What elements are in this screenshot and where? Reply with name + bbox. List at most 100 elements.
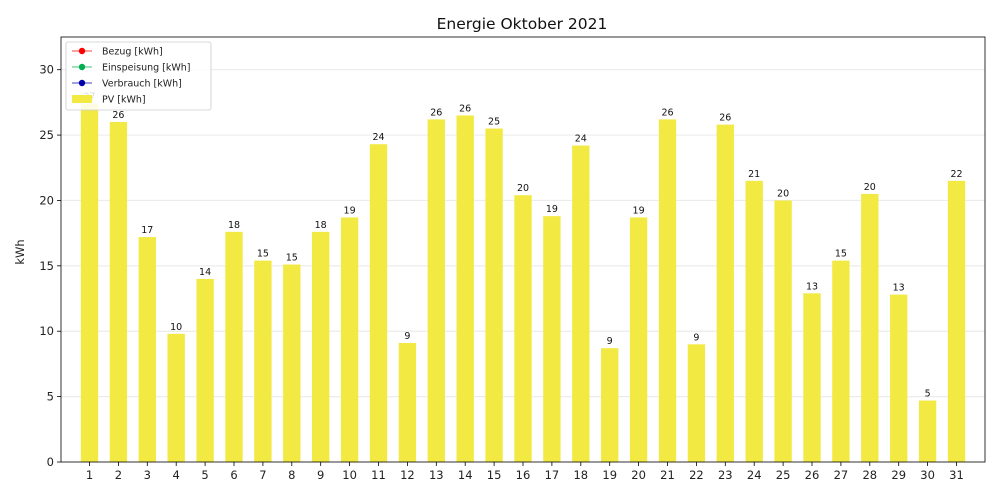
data-label: 9 <box>404 331 410 342</box>
y-tick-label: 20 <box>39 193 54 207</box>
x-tick-label: 29 <box>891 468 906 482</box>
legend-marker <box>78 79 86 87</box>
bar <box>658 119 677 462</box>
bar <box>629 217 648 462</box>
bar <box>572 145 590 463</box>
x-tick-label: 20 <box>631 468 646 482</box>
bar <box>687 344 706 462</box>
bar <box>254 260 272 462</box>
x-tick-label: 27 <box>834 468 849 482</box>
x-tick-label: 6 <box>230 468 237 482</box>
bar <box>427 119 445 462</box>
bar <box>803 293 821 462</box>
data-label: 15 <box>257 249 269 260</box>
bar <box>196 278 214 462</box>
bar <box>283 264 301 462</box>
legend-swatch <box>72 95 92 103</box>
data-label: 18 <box>315 220 327 231</box>
x-tick-label: 9 <box>317 468 324 482</box>
legend-label: Bezug [kWh] <box>102 47 163 58</box>
x-tick-label: 26 <box>805 468 820 482</box>
data-label: 13 <box>893 283 905 294</box>
data-label: 9 <box>607 336 613 347</box>
x-tick-label: 25 <box>776 468 791 482</box>
x-tick-label: 30 <box>920 468 935 482</box>
x-tick-label: 17 <box>545 468 560 482</box>
y-tick-label: 10 <box>39 324 54 338</box>
bar <box>80 103 99 462</box>
data-label: 15 <box>286 253 298 264</box>
bar <box>138 237 156 462</box>
data-label: 26 <box>719 113 731 124</box>
x-tick-label: 8 <box>288 468 295 482</box>
data-label: 19 <box>344 205 356 216</box>
x-tick-label: 31 <box>949 468 964 482</box>
x-tick-label: 5 <box>201 468 208 482</box>
bar <box>601 348 619 462</box>
x-tick-label: 19 <box>602 468 617 482</box>
y-tick-label: 25 <box>39 128 54 142</box>
bar <box>716 124 734 462</box>
data-label: 20 <box>517 183 529 194</box>
bar <box>543 216 561 462</box>
data-label: 9 <box>693 332 699 343</box>
data-label: 21 <box>748 169 760 180</box>
x-tick-label: 1 <box>86 468 93 482</box>
bar <box>109 122 128 462</box>
bar <box>514 195 532 462</box>
x-tick-label: 22 <box>689 468 704 482</box>
x-tick-label: 10 <box>342 468 357 482</box>
data-label: 14 <box>199 267 211 278</box>
plot-frame <box>60 36 986 463</box>
data-label: 24 <box>575 134 587 145</box>
x-tick-label: 14 <box>458 468 473 482</box>
x-tick-label: 11 <box>371 468 386 482</box>
y-tick-label: 0 <box>47 455 54 469</box>
x-tick-label: 13 <box>429 468 444 482</box>
x-tick-label: 2 <box>115 468 122 482</box>
bar <box>225 231 243 462</box>
x-tick-label: 28 <box>862 468 877 482</box>
legend-label: Verbrauch [kWh] <box>102 79 182 90</box>
chart-title: Energie Oktober 2021 <box>437 15 608 33</box>
legend-marker <box>78 63 86 71</box>
bar <box>369 144 388 462</box>
bar <box>774 200 792 462</box>
data-label: 20 <box>777 188 789 199</box>
data-label: 26 <box>661 107 673 118</box>
bars <box>80 103 966 463</box>
data-label: 22 <box>950 169 962 180</box>
x-tick-label: 12 <box>400 468 415 482</box>
bar <box>745 180 763 462</box>
data-label: 10 <box>170 322 182 333</box>
data-label: 17 <box>141 225 153 236</box>
bar <box>947 180 966 462</box>
x-tick-label: 21 <box>660 468 675 482</box>
bar <box>456 115 474 462</box>
data-label: 19 <box>633 205 645 216</box>
x-tick-label: 4 <box>173 468 180 482</box>
x-tick-label: 24 <box>747 468 762 482</box>
y-tick-label: 15 <box>39 259 54 273</box>
bar <box>918 400 937 462</box>
x-tick-label: 18 <box>573 468 588 482</box>
legend: Bezug [kWh] Einspeisung [kWh] Verbrauch [k… <box>65 41 212 111</box>
data-label: 15 <box>835 249 847 260</box>
y-tick-label: 30 <box>39 63 54 77</box>
data-label: 24 <box>372 132 384 143</box>
data-label: 18 <box>228 220 240 231</box>
legend-label: PV [kWh] <box>102 95 146 106</box>
bar <box>398 343 417 462</box>
x-tick-label: 3 <box>144 468 151 482</box>
data-label: 19 <box>546 204 558 215</box>
legend-label: Einspeisung [kWh] <box>102 63 191 74</box>
data-label: 25 <box>488 117 500 128</box>
bar <box>890 294 908 462</box>
x-tick-label: 16 <box>516 468 531 482</box>
bar <box>167 333 185 462</box>
bar <box>861 193 879 462</box>
data-label: 13 <box>806 281 818 292</box>
data-label: 26 <box>112 110 124 121</box>
